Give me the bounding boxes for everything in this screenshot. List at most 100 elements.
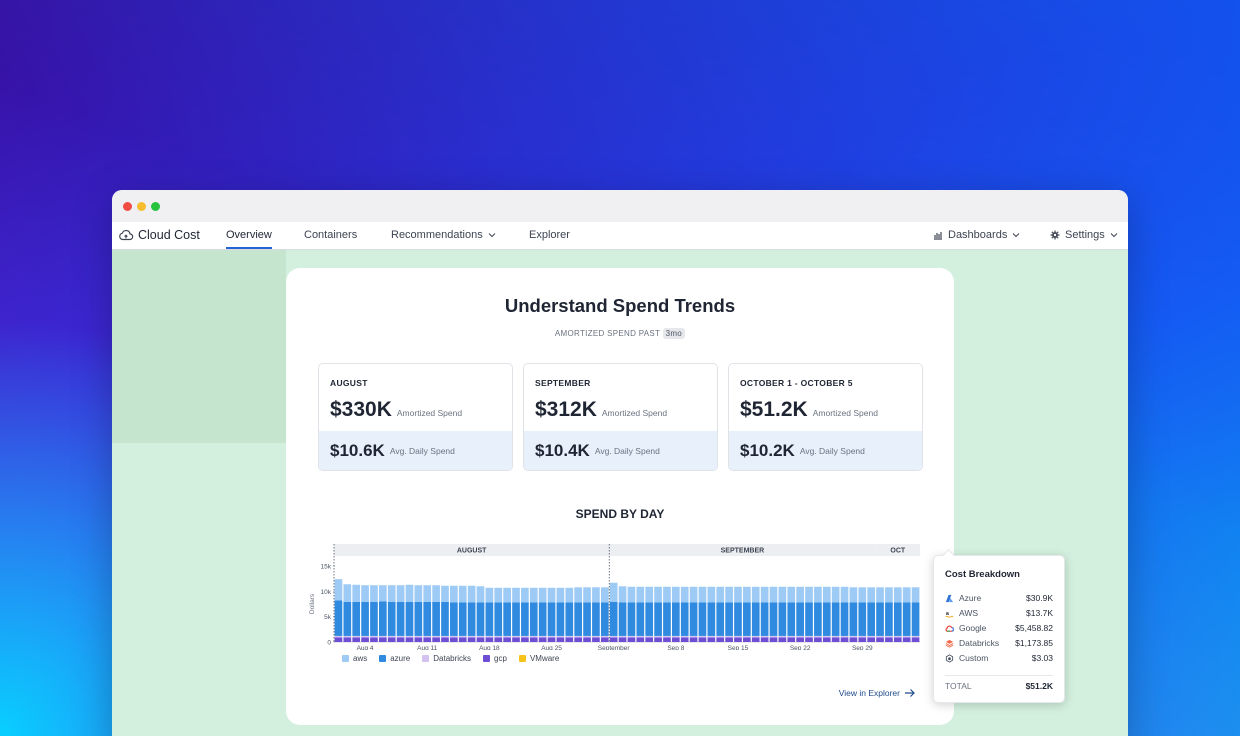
tooltip-row-value: $30.9K	[1026, 593, 1053, 603]
bar-aws	[902, 587, 911, 603]
bar-aws	[414, 585, 423, 602]
period-card-september[interactable]: SEPTEMBER $312K Amortized Spend $10.4K A…	[523, 363, 718, 471]
bar-azure	[609, 601, 618, 636]
legend-item-databricks[interactable]: Databricks	[422, 654, 471, 663]
tab-containers[interactable]: Containers	[304, 229, 357, 241]
bar-gcp	[494, 637, 503, 642]
bar-databricks	[627, 635, 636, 638]
tooltip-total-label: TOTAL	[945, 681, 972, 691]
legend-label: aws	[353, 654, 368, 663]
bar-gcp	[547, 637, 556, 642]
bar-gcp	[716, 637, 725, 642]
legend-item-vmware[interactable]: VMware	[518, 654, 559, 663]
range-pill[interactable]: 3mo	[662, 328, 686, 339]
google-icon	[945, 625, 954, 632]
bar-gcp	[636, 637, 645, 642]
tooltip-row-aws: a AWS $13.7K	[945, 606, 1053, 620]
bar-gcp	[618, 637, 627, 642]
bar-azure	[654, 602, 662, 636]
legend-item-azure[interactable]: azure	[379, 654, 410, 663]
subtitle-text: AMORTIZED SPEND PAST	[554, 329, 661, 338]
period-card-october[interactable]: OCTOBER 1 - OCTOBER 5 $51.2K Amortized S…	[728, 363, 923, 471]
spend-by-day-chart[interactable]: AUGUST SEPTEMBER OCT 0 5k 10k 15k Dollars Aug 4 A…	[306, 526, 926, 650]
bar-databricks	[885, 635, 893, 638]
bar-databricks	[654, 635, 662, 638]
bar-gcp	[885, 637, 893, 642]
bar-gcp	[911, 637, 920, 642]
tab-recommendations[interactable]: Recommendations	[391, 229, 496, 241]
bar-gcp	[432, 637, 440, 642]
period-amount: $312K	[535, 398, 597, 421]
bar-gcp	[405, 637, 414, 642]
bar-gcp	[822, 637, 831, 642]
x-tick-label: Sep 29	[852, 645, 873, 650]
svg-text:a: a	[946, 610, 950, 616]
bar-azure	[361, 601, 369, 636]
bar-azure	[414, 601, 423, 636]
spend-trends-card: Understand Spend Trends AMORTIZED SPEND …	[286, 268, 1065, 725]
bar-databricks	[556, 635, 565, 638]
dashboards-menu[interactable]: Dashboards	[933, 229, 1020, 241]
tab-explorer[interactable]: Explorer	[529, 229, 570, 241]
legend-item-aws[interactable]: aws	[342, 654, 367, 663]
bar-aws	[521, 587, 529, 603]
tab-overview[interactable]: Overview	[226, 229, 272, 249]
legend-swatch	[518, 655, 526, 662]
cloud-icon	[119, 229, 134, 241]
x-tick-label: Aug 25	[541, 645, 562, 650]
bar-databricks	[760, 635, 769, 638]
maximize-window-button[interactable]	[151, 202, 160, 211]
bar-gcp	[600, 637, 609, 642]
period-card-august[interactable]: AUGUST $330K Amortized Spend $10.6K Avg.…	[318, 363, 513, 471]
chevron-down-icon	[488, 233, 496, 238]
bar-aws	[343, 584, 352, 602]
bar-azure	[556, 602, 565, 636]
y-tick-label: 0	[327, 640, 331, 647]
legend-swatch	[379, 655, 387, 662]
bar-databricks	[547, 635, 556, 638]
legend-item-gcp[interactable]: gcp	[483, 654, 507, 663]
bar-gcp	[378, 637, 387, 642]
bar-databricks	[893, 635, 902, 638]
bar-azure	[760, 602, 769, 636]
bar-aws	[450, 585, 458, 603]
bar-azure	[769, 602, 778, 636]
top-navbar: Cloud Cost Overview Containers Recommend…	[112, 222, 1128, 250]
bar-databricks	[361, 635, 369, 638]
view-in-explorer-link[interactable]: View in Explorer	[839, 688, 916, 698]
bar-databricks	[485, 635, 494, 638]
legend-label: gcp	[494, 654, 507, 663]
tooltip-row-name: AWS	[959, 608, 979, 618]
bar-azure	[405, 601, 414, 636]
bar-databricks	[405, 635, 414, 638]
bar-aws	[378, 585, 387, 602]
bar-gcp	[627, 637, 636, 642]
brand[interactable]: Cloud Cost	[118, 227, 200, 243]
bar-azure	[814, 602, 822, 636]
bar-azure	[592, 602, 600, 636]
bar-databricks	[911, 635, 920, 638]
bar-aws	[600, 587, 609, 603]
bar-gcp	[387, 637, 396, 642]
bar-aws	[592, 587, 600, 603]
close-window-button[interactable]	[123, 202, 132, 211]
period-daily-caption: Avg. Daily Spend	[389, 445, 455, 456]
bar-databricks	[663, 635, 671, 638]
tooltip-row-name: Databricks	[959, 638, 1000, 648]
bar-databricks	[822, 635, 831, 638]
bar-databricks	[636, 635, 645, 638]
bar-azure	[396, 601, 405, 636]
bar-databricks	[609, 635, 618, 638]
bar-aws	[352, 584, 361, 602]
bar-azure	[743, 602, 751, 636]
tooltip-row-name: Azure	[959, 593, 982, 603]
tooltip-row-name: Google	[959, 623, 987, 633]
minimize-window-button[interactable]	[137, 202, 146, 211]
bar-azure	[849, 602, 858, 636]
bar-aws	[769, 586, 778, 603]
chart-legend: aws azure Databricks gcp VMware	[342, 654, 559, 663]
bar-azure	[698, 602, 707, 636]
period-daily-caption: Avg. Daily Spend	[799, 445, 865, 456]
settings-menu[interactable]: Settings	[1050, 229, 1118, 241]
bar-azure	[751, 602, 760, 636]
